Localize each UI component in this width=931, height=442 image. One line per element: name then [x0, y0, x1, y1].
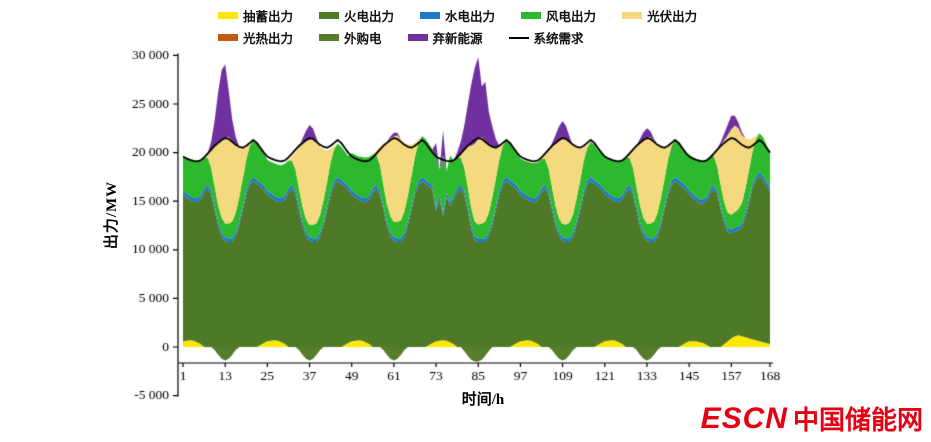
legend-label: 外购电: [344, 32, 382, 46]
legend-label: 风电出力: [546, 10, 597, 24]
legend-item-pumped: 抽蓄出力: [218, 6, 293, 25]
x-axis-title: 时间/h: [461, 392, 505, 408]
legend-item-hydro: 水电出力: [420, 6, 495, 25]
legend-swatch-icon: [407, 34, 428, 41]
legend-swatch-icon: [508, 36, 529, 39]
legend-swatch-icon: [521, 12, 542, 19]
legend-row: 抽蓄出力 火电出力 水电出力 风电出力 光伏出力: [218, 6, 697, 25]
legend-item-csp: 光热出力: [218, 28, 293, 47]
legend-item-pv: 光伏出力: [622, 6, 697, 25]
legend-item-thermal: 火电出力: [319, 6, 394, 25]
legend-swatch-icon: [622, 12, 643, 19]
y-axis-title: 出力/MW: [104, 180, 120, 250]
legend-label: 光伏出力: [647, 10, 698, 24]
legend-label: 弃新能源: [432, 32, 483, 46]
legend-label: 火电出力: [344, 10, 395, 24]
legend-item-wind: 风电出力: [521, 6, 596, 25]
legend-swatch-icon: [319, 12, 340, 19]
legend-label: 系统需求: [533, 32, 584, 46]
chart-legend: 抽蓄出力 火电出力 水电出力 风电出力 光伏出力光热出力 外购电 弃新能源 系统需求: [218, 6, 697, 47]
legend-item-demand: 系统需求: [508, 28, 584, 47]
legend-label: 抽蓄出力: [243, 10, 294, 24]
legend-label: 光热出力: [243, 32, 294, 46]
legend-swatch-icon: [319, 34, 340, 41]
legend-swatch-icon: [218, 34, 238, 41]
escn-watermark: ESCN 中国储能网: [701, 400, 923, 437]
escn-logo-text: ESCN: [700, 401, 788, 435]
escn-site-name: 中国储能网: [792, 406, 923, 435]
legend-item-curtailed: 弃新能源: [407, 28, 483, 47]
legend-swatch-icon: [218, 12, 238, 19]
legend-row: 光热出力 外购电 弃新能源 系统需求: [218, 28, 697, 47]
legend-swatch-icon: [420, 12, 441, 19]
legend-item-purchased: 外购电: [319, 28, 382, 47]
legend-label: 水电出力: [445, 10, 496, 24]
